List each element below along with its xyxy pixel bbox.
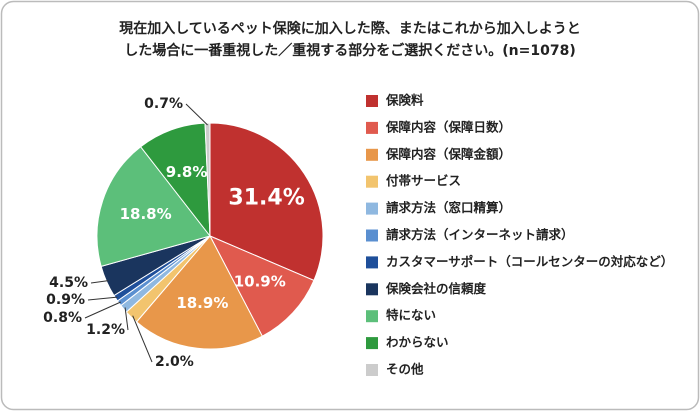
legend-label: 請求方法（窓口精算） <box>386 200 511 215</box>
legend-swatch <box>366 337 378 350</box>
leader-line <box>124 307 129 331</box>
legend-swatch <box>366 95 378 107</box>
data-label: 0.8% <box>43 310 82 326</box>
leader-line <box>132 315 153 363</box>
data-label: 4.5% <box>49 275 88 291</box>
legend-label: その他 <box>386 362 424 377</box>
legend-swatch <box>366 121 378 134</box>
leader-line <box>185 103 208 126</box>
pie-slice <box>96 146 211 267</box>
data-label: 18.9% <box>176 294 228 312</box>
legend-swatch <box>366 364 378 376</box>
data-label: 2.0% <box>155 354 194 370</box>
data-label: 0.9% <box>46 292 85 308</box>
legend-swatch <box>366 148 378 161</box>
data-label: 18.8% <box>120 205 172 223</box>
legend-label: 保障内容（保障金額） <box>385 146 511 161</box>
legend-label: 保険料 <box>385 93 424 108</box>
pie-slice <box>208 234 315 337</box>
legend-label: 付帯サービス <box>386 173 461 188</box>
leader-line <box>84 301 121 319</box>
data-label: 10.9% <box>234 273 286 291</box>
legend-label: カスタマーサポート（コールセンターの対応など） <box>386 254 673 269</box>
legend-label: 請求方法（インターネット請求） <box>386 227 574 242</box>
legend-swatch <box>366 310 378 323</box>
pie-slice <box>209 122 324 282</box>
pie-slice <box>135 235 263 350</box>
legend-swatch <box>366 229 378 242</box>
legend-label: 保険会社の信頼度 <box>385 281 487 296</box>
data-label: 31.4% <box>228 186 304 211</box>
legend-swatch <box>366 175 378 188</box>
data-label: 0.7% <box>144 96 183 112</box>
legend-label: 保障内容（保障日数） <box>385 119 511 134</box>
legend-swatch <box>366 202 378 215</box>
chart-title: 現在加入しているペット保険に加入した際、またはこれから加入しようと <box>119 20 581 37</box>
data-label: 9.8% <box>166 163 208 181</box>
leader-line <box>87 296 118 301</box>
legend-swatch <box>366 256 378 269</box>
chart-title: した場合に一番重視した／重視する部分をご選択ください。(n=1078) <box>124 42 575 59</box>
legend-label: わからない <box>386 335 449 350</box>
data-label: 1.2% <box>86 322 125 338</box>
legend-swatch <box>366 283 378 296</box>
legend-label: 特にない <box>386 308 436 323</box>
leader-line <box>90 280 109 284</box>
